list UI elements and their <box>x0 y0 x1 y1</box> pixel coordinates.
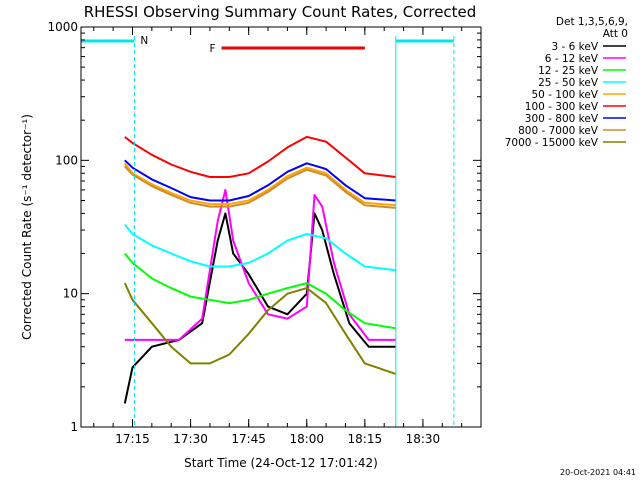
series-line <box>124 165 396 209</box>
x-tick-label: 17:15 <box>115 432 150 446</box>
legend-entry-label: 6 - 12 keV <box>545 53 599 65</box>
generation-timestamp: 20-Oct-2021 04:41 <box>560 468 636 477</box>
legend-entry-label: 100 - 300 keV <box>525 101 599 113</box>
series-line <box>124 252 396 330</box>
y-axis: 1 10 100 1000 <box>47 20 481 434</box>
x-tick-label: 18:15 <box>348 432 383 446</box>
y-tick-label: 1000 <box>47 20 78 34</box>
x-tick-label: 18:30 <box>406 432 441 446</box>
legend-entry-label: 800 - 7000 keV <box>518 125 599 137</box>
y-axis-label: Corrected Count Rate (s⁻¹ detector⁻¹) <box>20 114 34 340</box>
x-tick-label: 18:00 <box>289 432 324 446</box>
series-line <box>124 223 396 272</box>
y-tick-label: 100 <box>55 153 78 167</box>
legend-entry-label: 7000 - 15000 keV <box>505 137 599 149</box>
y-tick-label: 10 <box>63 287 78 301</box>
series-line <box>124 159 396 202</box>
x-tick-label: 17:30 <box>173 432 208 446</box>
legend-entry-label: 25 - 50 keV <box>538 77 599 89</box>
series-line <box>123 282 397 375</box>
legend-entry-label: 12 - 25 keV <box>538 65 599 77</box>
x-axis-label: Start Time (24-Oct-12 17:01:42) <box>184 456 378 470</box>
chart-title: RHESSI Observing Summary Count Rates, Co… <box>84 3 477 21</box>
series-layer <box>123 135 397 404</box>
f-bar-label: F <box>210 43 216 55</box>
legend-entry-label: 3 - 6 keV <box>551 41 598 53</box>
legend-entry-label: 300 - 800 keV <box>525 113 599 125</box>
n-bar-label: N <box>140 35 148 47</box>
x-tick-label: 17:45 <box>231 432 266 446</box>
legend-header-line-1: Det 1,3,5,6,9, <box>556 16 628 28</box>
x-axis: 17:15 17:30 17:45 18:00 18:15 18:30 <box>93 27 482 446</box>
series-line <box>124 162 396 207</box>
series-line <box>124 188 396 341</box>
legend-header-line-2: Att 0 <box>603 28 628 40</box>
series-line <box>124 135 396 178</box>
y-tick-label: 1 <box>70 420 78 434</box>
plot-frame <box>80 26 482 428</box>
legend-entry-label: 50 - 100 keV <box>531 89 598 101</box>
